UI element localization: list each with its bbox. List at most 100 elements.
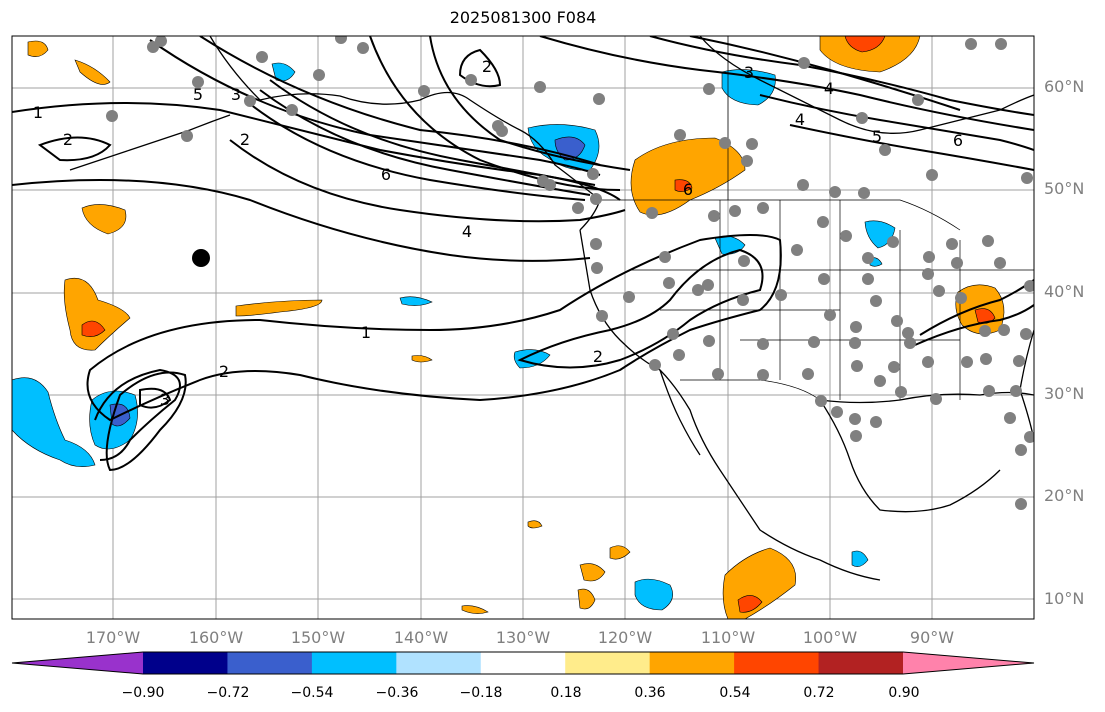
- station-marker: [955, 292, 967, 304]
- orange-region-bering: [27, 40, 49, 57]
- colorbar-extend-min: [12, 652, 143, 674]
- station-marker: [922, 268, 934, 280]
- west-coast-us: [579, 229, 881, 581]
- contour-label: 5: [193, 85, 203, 104]
- lon-label: 130°W: [496, 628, 551, 647]
- station-marker: [926, 169, 938, 181]
- contour-label: 1: [361, 323, 371, 342]
- contour-label: 2: [482, 57, 492, 76]
- station-marker: [465, 74, 477, 86]
- lat-label: 40°N: [1044, 282, 1084, 301]
- lat-label: 10°N: [1044, 589, 1084, 608]
- station-marker: [738, 255, 750, 267]
- station-marker: [286, 104, 298, 116]
- latitude-labels: 10°N 20°N 30°N 40°N 50°N 60°N: [1044, 77, 1084, 608]
- blue-region-central-pacific-west: [12, 377, 96, 467]
- station-marker: [998, 324, 1010, 336]
- colorbar-tick-label: −0.72: [207, 685, 250, 701]
- station-marker: [858, 187, 870, 199]
- contour-label: 2: [63, 130, 73, 149]
- station-marker: [824, 309, 836, 321]
- contour-label: 2: [593, 347, 603, 366]
- red-region-central-pacific: [81, 320, 106, 337]
- colorbar-tick-label: 0.72: [803, 685, 834, 701]
- colorbar-segment: [143, 652, 228, 674]
- station-marker: [587, 168, 599, 180]
- aleutian-islands: [69, 114, 231, 171]
- contour-label: 4: [824, 79, 834, 98]
- orange-region-alaska-north: [819, 36, 921, 73]
- station-marker: [313, 69, 325, 81]
- station-marker: [946, 238, 958, 250]
- station-marker: [1010, 385, 1022, 397]
- station-marker: [496, 125, 508, 137]
- station-marker: [534, 81, 546, 93]
- lon-label: 90°W: [910, 628, 954, 647]
- station-marker: [831, 406, 843, 418]
- station-marker: [851, 360, 863, 372]
- station-marker: [106, 110, 118, 122]
- red-region-alaska-north: [844, 36, 886, 53]
- colorbar-tick-label: 0.54: [719, 685, 750, 701]
- contour-label: 6: [953, 131, 963, 150]
- station-marker: [849, 337, 861, 349]
- station-marker: [623, 291, 635, 303]
- mexico-gulf-coast: [819, 399, 1001, 513]
- station-marker: [737, 294, 749, 306]
- colorbar-segment: [565, 652, 651, 674]
- orange-blob-eastern-pacific-3: [609, 545, 631, 560]
- station-marker: [1021, 172, 1033, 184]
- station-marker: [887, 236, 899, 248]
- longitude-labels: 170°W 160°W 150°W 140°W 130°W 120°W 110°…: [86, 628, 954, 647]
- station-marker: [923, 251, 935, 263]
- contour-label: 2: [219, 362, 229, 381]
- contour-label: 4: [795, 110, 805, 129]
- station-marker: [965, 38, 977, 50]
- station-marker: [775, 289, 787, 301]
- station-marker: [1015, 444, 1027, 456]
- orange-blob-eastern-pacific-1: [579, 563, 606, 582]
- station-marker: [649, 359, 661, 371]
- lon-label: 140°W: [394, 628, 449, 647]
- political-boundaries: [598, 36, 1034, 401]
- station-marker: [862, 273, 874, 285]
- station-marker: [815, 395, 827, 407]
- orange-blob-eastern-pacific-5: [527, 520, 543, 529]
- station-marker: [590, 238, 602, 250]
- station-marker: [659, 251, 671, 263]
- station-marker: [729, 205, 741, 217]
- station-marker: [667, 328, 679, 340]
- red-region-mexico-coast: [737, 595, 763, 613]
- orange-region-central-pacific: [63, 277, 131, 351]
- colorbar-labels: −0.90 −0.72 −0.54 −0.36 −0.18 0.18 0.36 …: [122, 685, 920, 701]
- station-marker: [1024, 431, 1034, 443]
- station-marker: [895, 386, 907, 398]
- colorbar-extend-max: [903, 652, 1034, 674]
- station-marker: [995, 38, 1007, 50]
- station-marker: [961, 356, 973, 368]
- station-marker: [850, 321, 862, 333]
- station-marker: [757, 369, 769, 381]
- colorbar-segment: [311, 652, 397, 674]
- station-marker: [979, 325, 991, 337]
- station-marker: [692, 284, 704, 296]
- station-marker: [181, 130, 193, 142]
- colorbar-outline: [11, 651, 1035, 675]
- station-marker: [862, 252, 874, 264]
- colorbar-segment: [227, 652, 313, 674]
- baja-california: [659, 369, 701, 456]
- blue-small-3: [851, 550, 869, 567]
- station-marker: [891, 315, 903, 327]
- station-marker: [818, 273, 830, 285]
- colorbar-tick-label: −0.54: [291, 685, 334, 701]
- station-marker: [849, 413, 861, 425]
- station-marker: [808, 336, 820, 348]
- colorbar-tick-label: 0.36: [634, 685, 665, 701]
- blue-small-1: [399, 296, 433, 306]
- station-marker: [874, 375, 886, 387]
- station-marker: [879, 144, 891, 156]
- station-marker: [712, 368, 724, 380]
- colorbar-segment: [649, 652, 735, 674]
- orange-region-aleutian: [74, 59, 111, 85]
- orange-region-north-pacific: [81, 204, 127, 235]
